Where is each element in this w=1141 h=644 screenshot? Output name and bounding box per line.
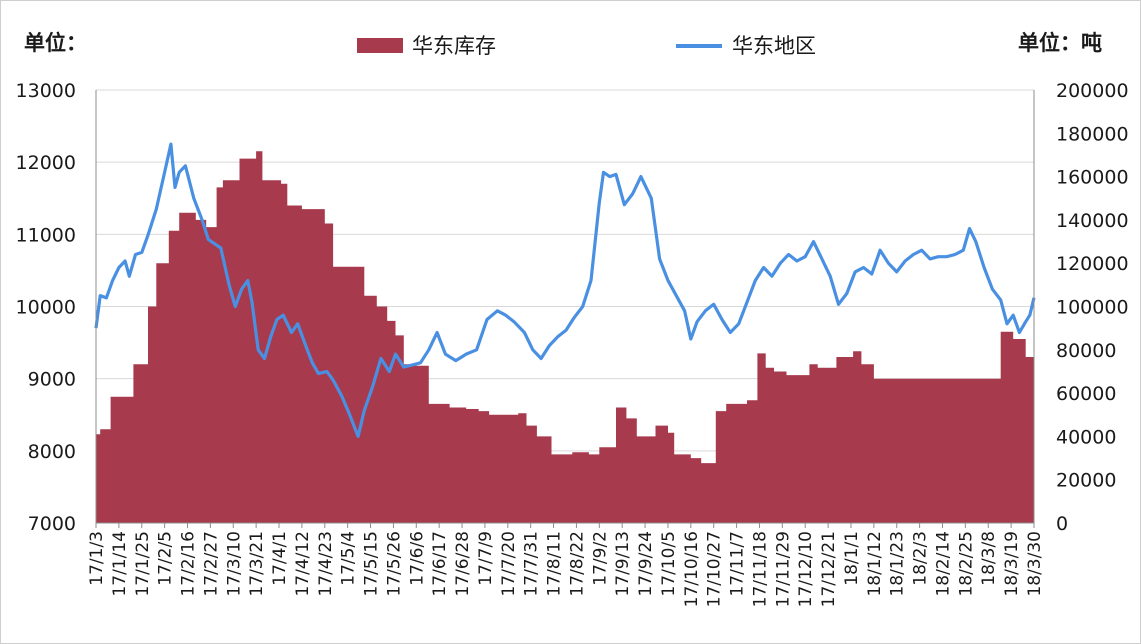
x-axis-ticks: 17/1/3 17/1/14 17/1/25 17/2/5 17/2/16 17/2/27… [87,523,1045,607]
x-tick-label-5: 17/2/27 [201,531,221,597]
right-tick-label-10: 200000 [1056,80,1129,102]
x-tick-label-15: 17/6/17 [430,531,450,597]
left-tick-label-3: 10000 [16,297,76,319]
x-tick-label-7: 17/3/21 [247,531,267,597]
region-line [94,142,1036,438]
axes [95,90,1035,524]
left-tick-label-0: 7000 [28,513,76,535]
x-tick-label-33: 18/1/1 [842,531,862,586]
x-tick-label-12: 17/5/15 [362,531,382,597]
left-tick-label-2: 9000 [28,369,76,391]
right-tick-label-8: 160000 [1056,167,1129,189]
right-tick-label-6: 120000 [1056,253,1129,275]
x-tick-label-13: 17/5/26 [384,531,404,597]
x-tick-label-17: 17/7/9 [476,531,496,586]
x-tick-label-31: 17/12/10 [796,531,816,607]
left-tick-label-1: 8000 [28,441,76,463]
legend: 华东库存 华东地区 [357,34,816,58]
right-tick-label-7: 140000 [1056,210,1129,232]
x-tick-label-2: 17/1/25 [133,531,153,597]
x-tick-label-34: 18/1/12 [865,531,885,597]
x-tick-label-26: 17/10/16 [682,531,702,607]
x-tick-label-6: 17/3/10 [224,531,244,597]
right-tick-label-9: 180000 [1056,123,1129,145]
x-tick-label-38: 18/2/25 [956,531,976,597]
legend-label-region: 华东地区 [732,34,816,58]
right-tick-label-0: 0 [1056,513,1068,535]
right-tick-label-1: 20000 [1056,470,1116,492]
legend-swatch-area [357,38,403,53]
x-tick-label-9: 17/4/12 [293,531,313,597]
x-tick-label-14: 17/6/6 [407,531,427,586]
inventory-area [96,151,1034,524]
region-line-layer [94,142,1036,438]
x-tick-label-29: 17/11/18 [750,531,770,607]
x-tick-label-11: 17/5/4 [339,531,359,586]
x-tick-label-35: 18/1/23 [888,531,908,597]
x-tick-label-19: 17/7/31 [522,531,542,597]
inventory-area-layer [96,151,1034,524]
legend-label-inventory: 华东库存 [412,34,496,58]
x-tick-label-25: 17/10/5 [659,531,679,597]
left-tick-label-6: 13000 [16,80,76,102]
left-tick-label-4: 11000 [16,224,76,246]
right-axis-ticks: 0 20000 40000 60000 80000 100000 120000 140000 1… [1056,80,1129,535]
right-unit-label: 单位：吨 [1018,31,1102,55]
x-tick-label-4: 17/2/16 [179,531,199,597]
right-tick-label-2: 40000 [1056,426,1116,448]
left-unit-label: 单位： [24,31,87,55]
x-tick-label-23: 17/9/13 [613,531,633,597]
x-tick-label-21: 17/8/22 [567,531,587,597]
x-tick-label-16: 17/6/28 [453,531,473,597]
left-axis-ticks: 7000 8000 9000 10000 11000 12000 13000 [16,80,76,535]
x-tick-label-40: 18/3/19 [1002,531,1022,597]
x-tick-label-22: 17/9/2 [590,531,610,586]
x-tick-label-39: 18/3/8 [979,531,999,586]
left-tick-label-5: 12000 [16,152,76,174]
x-tick-label-0: 17/1/3 [87,531,107,586]
x-tick-label-24: 17/9/24 [636,531,656,597]
x-tick-label-20: 17/8/11 [545,531,565,597]
right-tick-label-4: 80000 [1056,340,1116,362]
x-tick-label-3: 17/2/5 [156,531,176,586]
x-tick-label-30: 17/11/29 [773,531,793,607]
x-tick-label-10: 17/4/23 [316,531,336,597]
right-tick-label-3: 60000 [1056,383,1116,405]
x-tick-label-8: 17/4/1 [270,531,290,586]
x-tick-label-36: 18/2/3 [911,531,931,586]
x-tick-label-18: 17/7/20 [499,531,519,597]
x-tick-label-32: 17/12/21 [819,531,839,607]
x-tick-label-41: 18/3/30 [1025,531,1045,597]
right-tick-label-5: 100000 [1056,297,1129,319]
x-tick-label-37: 18/2/14 [933,531,953,597]
x-tick-label-28: 17/11/7 [728,531,748,597]
x-tick-label-27: 17/10/27 [705,531,725,607]
x-tick-label-1: 17/1/14 [110,531,130,597]
